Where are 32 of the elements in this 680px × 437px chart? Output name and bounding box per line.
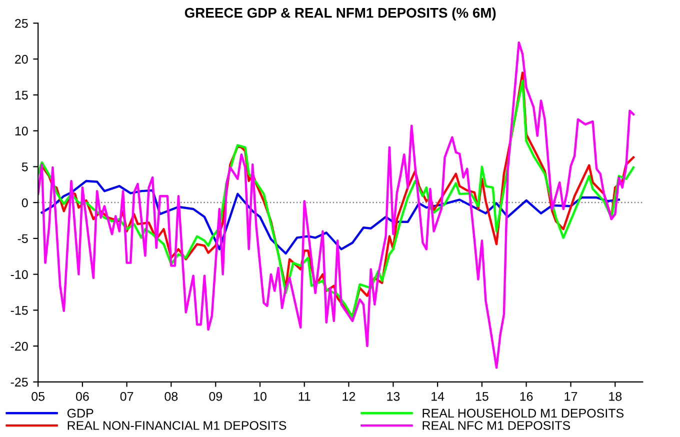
x-tick-label: 06 [76, 392, 89, 401]
x-tick-label: 10 [254, 392, 266, 401]
x-tick-label: 05 [32, 392, 45, 401]
legend-label: REAL HOUSEHOLD M1 DEPOSITS [422, 408, 624, 418]
line-series [38, 41, 635, 369]
y-tick-label: 0 [22, 198, 28, 208]
x-tick-label: 15 [476, 392, 488, 401]
legend-label: REAL NON-FINANCIAL M1 DEPOSITS [68, 421, 286, 430]
x-tick-label: 16 [520, 392, 533, 401]
chart-title: GREECE GDP & REAL NFM1 DEPOSITS (% 6M) [184, 8, 496, 20]
x-tick-label: 17 [564, 392, 578, 401]
y-tick-label: 15 [15, 90, 28, 100]
y-tick-label: -15 [10, 306, 28, 315]
x-tick-label: 13 [387, 392, 400, 401]
y-tick-label: -20 [10, 342, 28, 351]
legend-label: GDP [67, 408, 94, 418]
line-series [40, 180, 620, 255]
legend-label: REAL NFC M1 DEPOSITS [422, 421, 570, 430]
y-tick-label: 20 [15, 54, 28, 64]
y-tick-label: -5 [18, 234, 28, 244]
x-tick-label: 18 [609, 392, 622, 401]
x-tick-label: 07 [120, 392, 134, 401]
x-tick-label: 08 [164, 392, 178, 401]
y-tick-label: 5 [22, 162, 28, 172]
y-tick-label: -10 [10, 270, 28, 279]
y-tick-label: 25 [15, 18, 28, 28]
x-tick-label: 12 [342, 392, 356, 401]
x-tick-label: 11 [298, 392, 310, 401]
x-tick-label: 09 [209, 392, 222, 401]
x-tick-label: 14 [432, 392, 444, 401]
y-tick-label: -25 [10, 378, 28, 387]
y-tick-label: 10 [15, 126, 28, 136]
